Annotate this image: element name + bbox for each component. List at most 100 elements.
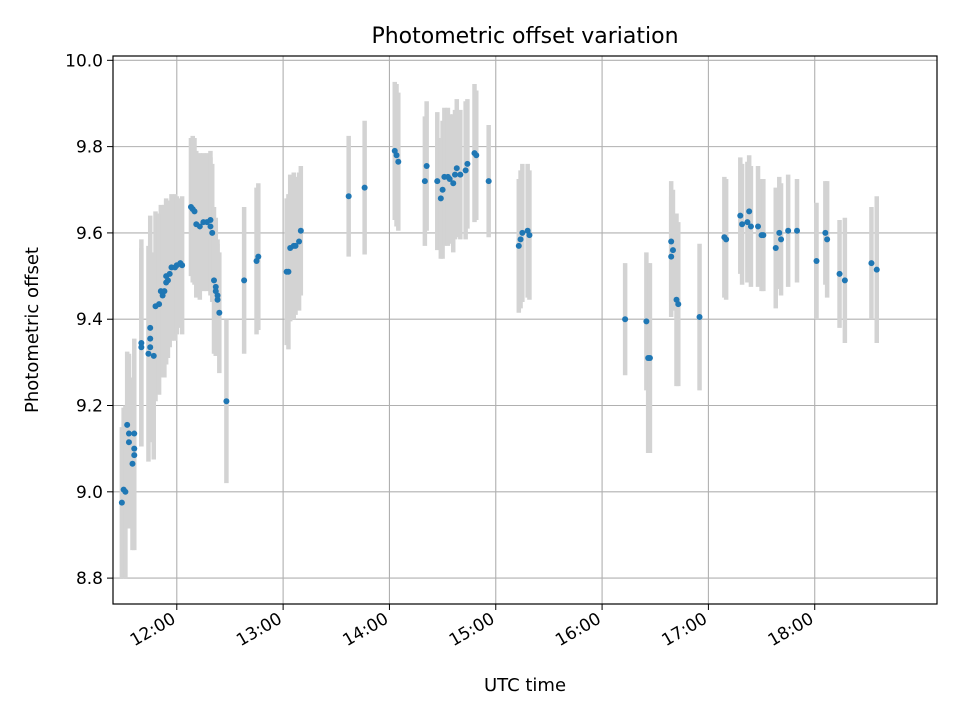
data-point [223,398,230,405]
data-point [737,212,744,219]
data-point [156,301,163,308]
data-point [241,277,248,284]
data-point [122,488,129,495]
data-point [423,163,430,170]
data-point [124,421,131,428]
data-point [744,219,751,226]
data-point [164,277,171,284]
data-point [446,175,453,182]
data-point [450,180,457,187]
data-point [813,257,820,264]
data-point [669,247,676,254]
data-point [191,208,198,215]
data-point [207,223,214,230]
data-point [747,223,754,230]
data-point [755,223,762,230]
data-point [255,253,262,260]
data-point [822,229,829,236]
data-point [297,227,304,234]
x-tick-label: 16:00 [552,609,604,651]
data-point [519,229,526,236]
data-point [746,208,753,215]
y-tick-label: 9.0 [76,483,103,503]
data-point [437,195,444,202]
y-tick-label: 9.6 [76,224,103,244]
data-points [118,147,880,506]
data-point [214,292,221,299]
data-point [145,350,152,357]
data-point [778,236,785,243]
y-tick-label: 9.8 [76,138,103,158]
data-point [131,452,138,459]
data-point [285,268,292,275]
data-point [296,238,303,245]
error-bars [119,81,880,579]
chart-title: Photometric offset variation [371,24,678,49]
data-point [292,242,299,249]
x-tick-label: 13:00 [233,609,285,651]
data-point [485,178,492,185]
data-point [841,277,848,284]
data-point [212,283,219,290]
grid [113,56,937,604]
data-point [138,339,145,346]
data-point [457,171,464,178]
data-point [125,439,132,446]
data-point [643,318,650,325]
x-tick-label: 15:00 [446,609,498,651]
data-point [668,238,675,245]
x-tick-label: 17:00 [658,609,710,651]
data-point [118,499,125,506]
data-point [395,158,402,165]
data-point [473,152,480,159]
data-point [421,178,428,185]
data-point [161,288,168,295]
data-point [723,236,730,243]
data-point [125,430,132,437]
data-point [464,160,471,167]
data-point [439,186,446,193]
data-point [345,193,352,200]
x-tick-label: 12:00 [127,609,179,651]
data-point [517,236,524,243]
data-point [147,344,154,351]
x-axis-label: UTC time [484,675,566,696]
data-point [696,314,703,321]
data-point [526,232,533,239]
data-point [452,171,459,178]
data-point [836,270,843,277]
y-tick-label: 9.2 [76,397,103,417]
data-point [772,245,779,252]
data-point [622,316,629,323]
data-point [785,227,792,234]
data-point [794,227,801,234]
y-axis-ticks: 8.8 9.0 9.2 9.4 9.6 9.8 10.0 [65,51,113,589]
x-tick-label: 18:00 [765,609,817,651]
data-point [675,301,682,308]
data-point [216,309,223,316]
data-point [776,229,783,236]
data-point [211,277,218,284]
data-point [150,352,157,359]
data-point [873,266,880,273]
data-point [434,178,441,185]
data-point [868,260,875,267]
data-point [207,216,214,223]
data-point [668,253,675,260]
data-point [166,270,173,277]
data-point [138,344,145,351]
data-point [462,167,469,174]
data-point [179,262,186,269]
y-axis-label: Photometric offset [22,247,43,413]
data-point [646,355,653,362]
data-point [147,324,154,331]
data-point [515,242,522,249]
x-tick-label: 14:00 [340,609,392,651]
data-point [393,152,400,159]
x-axis-ticks: 12:00 13:00 14:00 15:00 16:00 17:00 18:00 [127,604,817,651]
data-point [214,296,221,303]
y-tick-label: 9.4 [76,310,103,330]
data-point [131,445,138,452]
data-point [453,165,460,172]
